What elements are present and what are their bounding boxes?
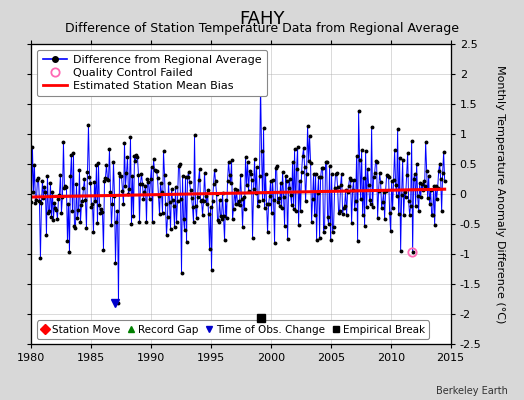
Y-axis label: Monthly Temperature Anomaly Difference (°C): Monthly Temperature Anomaly Difference (… [495, 65, 505, 323]
Text: FAHY: FAHY [239, 10, 285, 28]
Text: Berkeley Earth: Berkeley Earth [436, 386, 508, 396]
Text: Difference of Station Temperature Data from Regional Average: Difference of Station Temperature Data f… [65, 22, 459, 35]
Legend: Station Move, Record Gap, Time of Obs. Change, Empirical Break: Station Move, Record Gap, Time of Obs. C… [37, 320, 429, 339]
